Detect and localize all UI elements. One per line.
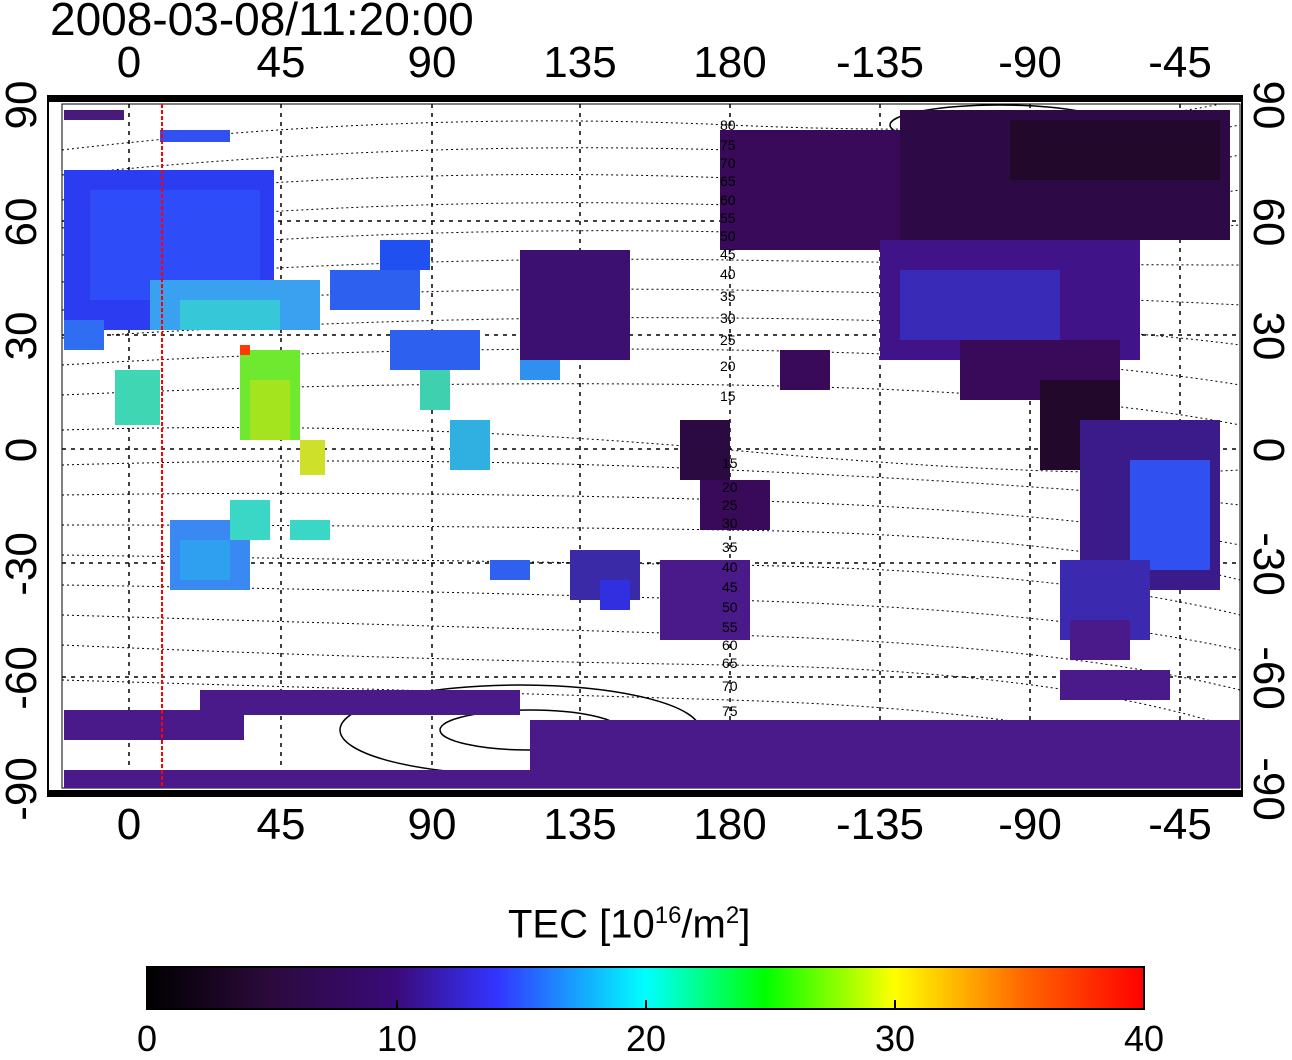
mlat-label: 60	[722, 637, 738, 653]
y-tick-left: 60	[0, 197, 46, 247]
mlat-label: 75	[720, 137, 736, 153]
x-tick-bottom: -90	[998, 800, 1062, 849]
colorbar-tick: 0	[136, 1018, 158, 1059]
x-tick-bottom: 0	[116, 800, 142, 849]
mlat-label: 35	[720, 288, 736, 304]
y-tick-left: 0	[0, 437, 46, 463]
mlat-label: 15	[722, 455, 738, 471]
mlat-label: 25	[722, 497, 738, 513]
mlat-label: 75	[722, 703, 738, 719]
mlat-label: 50	[720, 228, 736, 244]
colorbar-tick: 40	[1123, 1018, 1165, 1059]
mlat-label: 50	[722, 599, 738, 615]
x-tick-top: -135	[835, 38, 925, 87]
y-tick-left: 90	[0, 80, 46, 130]
mlat-label: 30	[722, 515, 738, 531]
plot-title: 2008-03-08/11:20:00	[50, 0, 474, 45]
y-tick-right: 30	[1244, 311, 1292, 361]
x-tick-top: 90	[407, 38, 457, 87]
mlat-label: 70	[722, 678, 738, 694]
y-tick-left: -90	[0, 757, 46, 821]
x-tick-top: -45	[1148, 38, 1212, 87]
mlat-label: 55	[720, 210, 736, 226]
mlat-label: 65	[722, 655, 738, 671]
tec-data	[64, 110, 1240, 788]
x-tick-top: 45	[256, 38, 306, 87]
mlat-label: 30	[720, 310, 736, 326]
mlat-label: 20	[722, 479, 738, 495]
x-tick-bottom: -135	[835, 800, 925, 849]
mlat-label: 20	[720, 358, 736, 374]
mlat-label: 35	[722, 539, 738, 555]
x-tick-bottom: -45	[1148, 800, 1212, 849]
mlat-label: 60	[720, 192, 736, 208]
y-tick-right: 0	[1244, 437, 1292, 463]
y-tick-left: -60	[0, 646, 46, 710]
x-tick-top: 0	[116, 38, 142, 87]
x-tick-top: 135	[543, 38, 617, 87]
x-tick-bottom: 135	[543, 800, 617, 849]
mlat-label: 55	[722, 619, 738, 635]
mlat-label: 65	[720, 173, 736, 189]
mlat-label: 80	[720, 117, 736, 133]
y-tick-right: -90	[1244, 757, 1292, 821]
mlat-label: 40	[720, 266, 736, 282]
y-tick-left: -30	[0, 532, 46, 596]
y-tick-right: 60	[1244, 197, 1292, 247]
mlat-label: 15	[720, 388, 736, 404]
colorbar-tick: 10	[376, 1018, 418, 1059]
y-tick-right: -60	[1244, 646, 1292, 710]
x-tick-top: -90	[998, 38, 1062, 87]
mlat-label: 45	[722, 579, 738, 595]
mlat-label: 70	[720, 155, 736, 171]
colorbar-tick: 20	[625, 1018, 667, 1059]
x-tick-bottom: 90	[407, 800, 457, 849]
y-tick-right: -30	[1244, 532, 1292, 596]
mlat-label: 40	[722, 559, 738, 575]
colorbar-tick: 30	[874, 1018, 916, 1059]
mlat-label: 25	[720, 332, 736, 348]
x-tick-bottom: 180	[693, 800, 767, 849]
x-tick-top: 180	[693, 38, 767, 87]
mlat-label: 45	[720, 246, 736, 262]
y-tick-left: 30	[0, 311, 46, 361]
colorbar-title: TEC [1016/m2]	[508, 902, 751, 947]
y-tick-right: 90	[1244, 80, 1292, 130]
x-tick-bottom: 45	[256, 800, 306, 849]
